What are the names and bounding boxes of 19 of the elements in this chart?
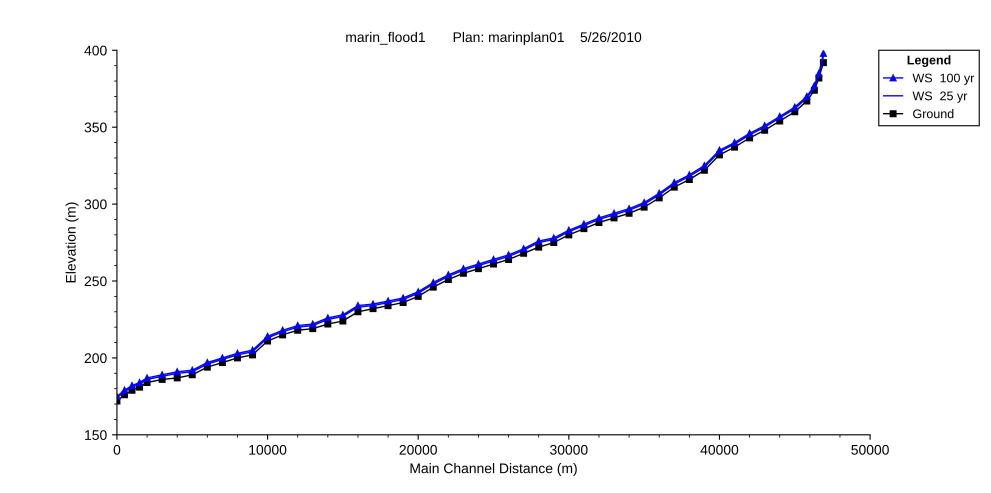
x-tick-label: 0 [114, 444, 120, 455]
y-tick-label: 150 [85, 430, 107, 440]
y-tick-label: 250 [84, 276, 107, 286]
x-tick-label: 20000 [400, 444, 437, 455]
legend-label: WS 100 yr [912, 74, 974, 85]
x-tick-label: 40000 [700, 444, 738, 455]
y-tick-label: 400 [84, 46, 107, 56]
legend-title: Legend [908, 55, 950, 67]
y-tick-label: 200 [84, 353, 107, 364]
y-axis-title: Elevation (m) [66, 202, 78, 282]
legend-label: WS 25 yr [912, 91, 968, 103]
legend-label: Ground [913, 109, 954, 118]
chart-title: marin_flood1 Plan: marinplan01 5/26/2010 [346, 32, 642, 45]
x-tick-label: 10000 [249, 444, 286, 455]
x-tick-label: 50000 [851, 444, 889, 455]
y-tick-label: 300 [84, 199, 107, 210]
x-tick-label: 30000 [550, 444, 588, 455]
x-axis-title: Main Channel Distance (m) [410, 463, 577, 476]
y-tick-label: 350 [84, 122, 107, 132]
